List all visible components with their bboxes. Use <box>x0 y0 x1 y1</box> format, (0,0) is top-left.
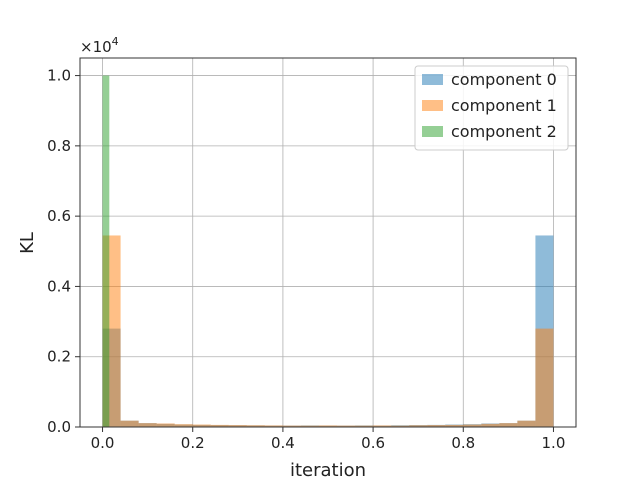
histogram-bar <box>282 425 301 427</box>
histogram-bar <box>517 420 536 427</box>
y-tick-label: 0.8 <box>47 137 71 155</box>
histogram-bar <box>174 424 193 427</box>
x-tick-label: 0.2 <box>181 434 205 452</box>
y-tick-label: 1.0 <box>47 67 71 85</box>
y-tick-label: 0.4 <box>47 277 71 295</box>
histogram-bar <box>337 425 356 427</box>
legend-label: component 1 <box>451 96 557 115</box>
x-axis-label: iteration <box>290 460 366 480</box>
legend-swatch <box>422 126 443 137</box>
histogram-bar <box>138 423 157 427</box>
legend-label: component 2 <box>451 122 557 141</box>
x-tick-label: 0.6 <box>361 434 385 452</box>
x-axis-ticks: 0.0 0.2 0.4 0.6 0.8 1.0 <box>91 427 566 452</box>
histogram-bar <box>481 423 500 427</box>
y-axis-label: KL <box>17 232 38 254</box>
bars <box>102 75 554 428</box>
histogram-bar <box>156 423 175 427</box>
legend-swatch <box>422 100 443 111</box>
histogram-bar <box>535 328 554 427</box>
x-tick-label: 0.0 <box>91 434 115 452</box>
x-tick-label: 1.0 <box>542 434 566 452</box>
y-multiplier-exponent: 4 <box>112 35 119 48</box>
legend-label: component 0 <box>451 70 557 89</box>
histogram-bar <box>228 425 247 427</box>
histogram-bar <box>102 75 110 428</box>
series-0 <box>102 235 554 427</box>
histogram-bar <box>445 424 464 427</box>
histogram-bar <box>318 425 338 427</box>
histogram-bar <box>192 424 211 427</box>
y-tick-label: 0.0 <box>47 418 71 436</box>
plot-frame <box>79 57 577 428</box>
y-multiplier: ×104 <box>80 35 119 56</box>
y-tick-label: 0.2 <box>47 348 71 366</box>
histogram-bar <box>427 425 446 427</box>
y-axis-ticks: 0.0 0.2 0.4 0.6 0.8 1.0 <box>47 67 80 436</box>
histogram-bar <box>120 420 139 427</box>
series-2 <box>102 75 110 428</box>
x-tick-label: 0.8 <box>451 434 475 452</box>
histogram-bar <box>300 425 319 427</box>
histogram-bar <box>355 425 374 427</box>
histogram-bar <box>391 425 410 427</box>
histogram-bar <box>210 424 229 427</box>
legend-box <box>414 65 569 151</box>
legend-swatch <box>422 74 443 85</box>
histogram-bar <box>499 423 518 427</box>
y-multiplier-base: ×10 <box>80 38 112 56</box>
histogram-bar <box>463 424 482 427</box>
histogram-bar <box>264 425 283 427</box>
legend: component 0 component 1 component 2 <box>414 65 569 151</box>
histogram-bar <box>373 425 392 427</box>
histogram-bar <box>246 425 265 427</box>
series-1 <box>102 235 554 427</box>
histogram-bar <box>409 425 428 427</box>
x-tick-label: 0.4 <box>271 434 295 452</box>
y-tick-label: 0.6 <box>47 207 71 225</box>
